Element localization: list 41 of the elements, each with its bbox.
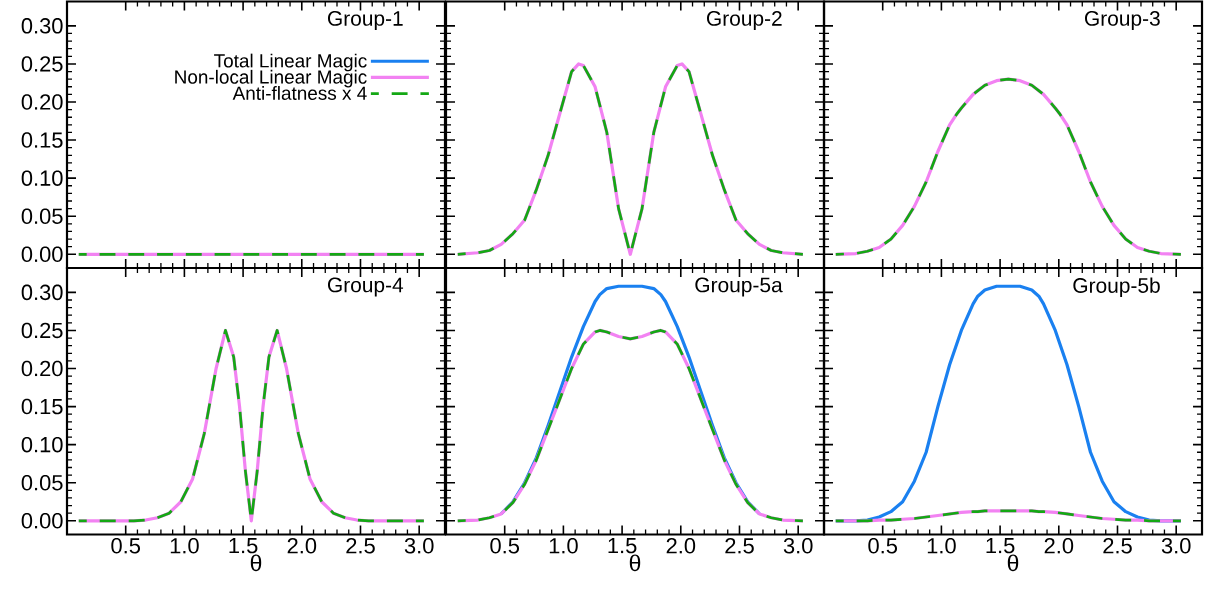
x-tick-label: 0.5 [868,538,898,554]
chart-title: Group-5a [695,277,783,297]
x-tick-label: 1.0 [927,538,956,554]
x-tick-label: 0.5 [111,538,141,554]
chart-title: Group-2 [706,11,782,30]
chart-title: Group-4 [327,277,404,297]
x-tick-label: 1.0 [170,538,199,554]
x-axis-title: θ [629,554,641,572]
x-tick-label: 3.0 [1161,538,1191,554]
x-tick-label: 3.0 [783,538,813,554]
y-tick-label: 0.20 [21,94,63,110]
y-tick-label: 0.20 [21,360,63,377]
y-tick-label: 0.10 [21,436,63,453]
x-tick-label: 1.5 [986,538,1015,554]
y-tick-label: 0.30 [21,284,63,301]
x-tick-label: 2.5 [725,538,754,554]
x-axis-title: θ [250,554,262,572]
y-tick-label: 0.15 [21,132,63,148]
x-tick-label: 2.5 [346,538,375,554]
x-axis-title: θ [1007,554,1019,572]
x-tick-label: 2.0 [1044,538,1074,554]
y-tick-label: 0.30 [21,18,63,34]
x-tick-label: 3.0 [404,538,434,554]
y-tick-label: 0.25 [21,56,63,72]
y-tick-label: 0.00 [21,513,63,529]
y-tick-label: 0.05 [21,474,63,491]
x-tick-label: 2.0 [666,538,696,554]
y-tick-label: 0.10 [21,170,63,186]
chart-title: Group-5b [1073,277,1160,298]
x-tick-label: 1.5 [608,538,637,554]
x-tick-label: 1.5 [229,538,258,554]
x-tick-label: 2.0 [287,538,317,554]
y-tick-label: 0.15 [21,398,63,415]
x-tick-label: 1.0 [549,538,578,554]
y-tick-label: 0.25 [21,322,63,339]
x-tick-label: 0.5 [490,538,520,554]
x-tick-label: 2.5 [1103,538,1132,554]
y-tick-label: 0.00 [21,246,63,263]
chart-title: Group-1 [327,11,403,30]
chart-title: Group-3 [1084,11,1160,30]
y-tick-label: 0.05 [21,208,63,224]
